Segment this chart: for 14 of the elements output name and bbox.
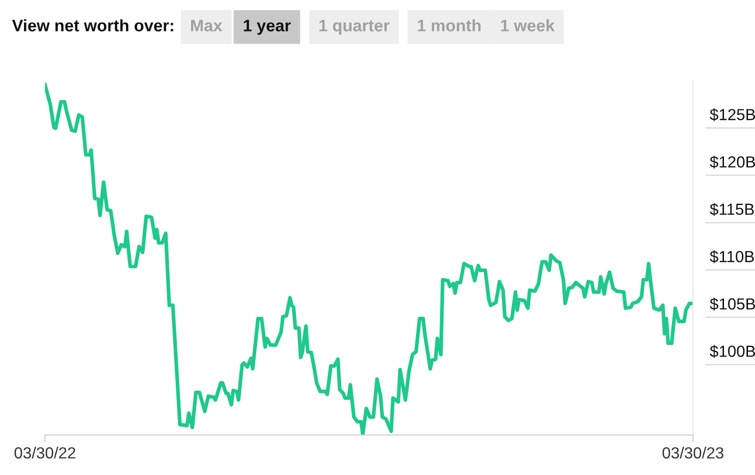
y-tick-label: $110B	[710, 250, 754, 264]
x-tick-label: 03/30/23	[662, 446, 724, 459]
text: View net worth over:	[12, 19, 174, 32]
text: 1 year	[244, 20, 291, 35]
y-tick-label: $105B	[710, 298, 755, 311]
y-tick-label: $100B	[710, 344, 755, 358]
x-tick-label: 03/30/22	[14, 446, 76, 459]
y-tick-label: $125B	[710, 108, 755, 122]
text: 1 quarter	[319, 20, 390, 35]
text: 1 month	[418, 19, 481, 32]
text: Max	[191, 20, 222, 32]
text: 1 week	[501, 19, 555, 32]
y-tick-label: $120B	[710, 156, 755, 169]
y-tick-label: $115B	[710, 202, 754, 216]
